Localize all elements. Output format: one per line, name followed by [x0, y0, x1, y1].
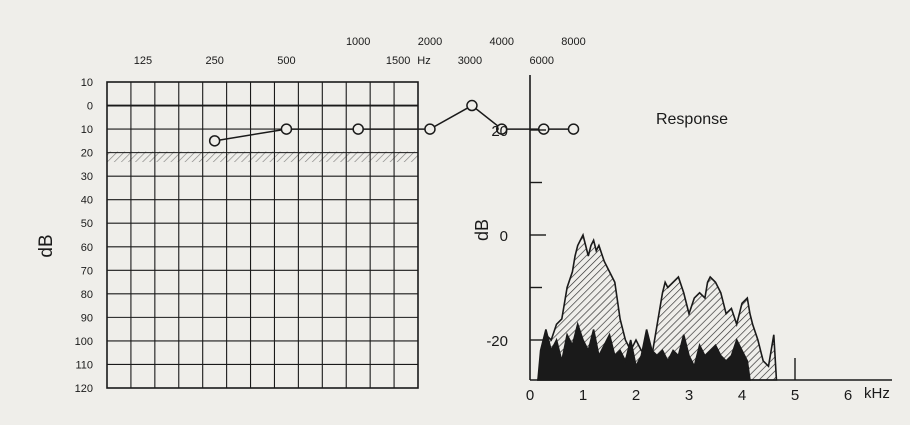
- audiogram-frequency-labels-top: 1000 2000 4000 8000: [346, 36, 586, 48]
- audiogram-freq-label-top: 2000: [418, 36, 442, 48]
- audiogram-data-point: [208, 135, 221, 147]
- response-areas: [536, 232, 778, 381]
- audiogram-y-tick-label: 30: [81, 171, 93, 183]
- response-x-tick-label: 3: [685, 387, 693, 404]
- audiogram-frequency-labels-bottom: 125 250 500 1500 3000 6000: [134, 55, 554, 67]
- response-solid-area: [537, 321, 751, 381]
- audiogram-y-tick-label: 10: [81, 124, 93, 136]
- response-x-tick-label: 6: [844, 387, 852, 404]
- audiogram-freq-label-bottom: 1500: [386, 55, 410, 67]
- response-y-tick-label: 0: [500, 228, 508, 245]
- audiogram-freq-label-bottom: 250: [205, 55, 223, 67]
- audiogram-frequency-unit: Hz: [417, 55, 430, 67]
- audiogram-y-tick-label: 80: [81, 289, 93, 301]
- response-x-tick-label: 2: [632, 387, 640, 404]
- response-x-tick-label: 0: [526, 387, 534, 404]
- response-x-unit: kHz: [864, 385, 890, 402]
- audiogram-freq-label-top: 4000: [489, 36, 513, 48]
- response-y-tick-label: 20: [491, 123, 508, 140]
- audiogram-y-tick-label: 110: [75, 359, 93, 371]
- audiogram-y-axis-label: dB: [36, 234, 57, 257]
- response-x-tick-label: 5: [791, 387, 799, 404]
- audiogram-y-tick-label: 40: [81, 195, 93, 207]
- response-title: Response: [656, 111, 728, 128]
- audiogram-data-point: [352, 123, 364, 135]
- audiogram-y-tick-label: 20: [81, 148, 93, 160]
- audiogram-data-point: [424, 123, 436, 135]
- audiogram-series: [208, 99, 580, 147]
- response-x-tick-label: 4: [738, 387, 746, 404]
- audiogram-data-point: [537, 123, 550, 135]
- audiogram-data-point: [567, 123, 580, 135]
- audiogram-frame: [106, 81, 419, 389]
- response-x-tick-labels: 0 1 2 3 4 5 6: [526, 387, 852, 404]
- audiogram-y-tick-label: 90: [81, 312, 93, 324]
- audiogram-data-point: [280, 123, 293, 135]
- response-y-axis-label: dB: [472, 219, 492, 241]
- audiogram-freq-label-bottom: 3000: [458, 55, 482, 67]
- audiogram-y-tick-label: 60: [81, 242, 93, 254]
- audiogram-y-tick-label: 0: [87, 101, 93, 113]
- audiogram-data-point: [466, 99, 478, 112]
- audiogram-freq-label-bottom: 125: [134, 55, 152, 67]
- audiogram-y-tick-label: 10: [81, 77, 93, 89]
- response-chart: Response dB kHz 0 1 2 3 4 5 6 20 0 -20: [472, 75, 892, 404]
- audiogram-chart: dB Hz 1000 2000 4000 8000 125 250 500 1500 3000…: [36, 36, 586, 395]
- audiogram-data-point: [495, 123, 508, 135]
- audiogram-freq-label-top: 8000: [561, 36, 585, 48]
- audiogram-series-line: [214, 104, 574, 142]
- audiogram-hatched-band: [107, 151, 418, 163]
- audiogram-freq-label-top: 1000: [346, 36, 370, 48]
- audiogram-y-tick-label: 70: [81, 265, 93, 277]
- audiogram-freq-label-bottom: 6000: [529, 55, 553, 67]
- audiogram-grid: [106, 81, 419, 389]
- audiogram-band-fill: [107, 151, 418, 163]
- audiogram-y-tick-label: 50: [81, 218, 93, 230]
- response-y-tick-labels: 20 0 -20: [486, 123, 508, 350]
- response-x-tick-label: 1: [579, 387, 587, 404]
- response-y-tick-label: -20: [486, 333, 508, 350]
- response-axes: [529, 75, 892, 381]
- audiogram-y-tick-label: 100: [75, 336, 93, 348]
- audiogram-y-tick-label: 120: [75, 383, 93, 395]
- audiogram-freq-label-bottom: 500: [277, 55, 295, 67]
